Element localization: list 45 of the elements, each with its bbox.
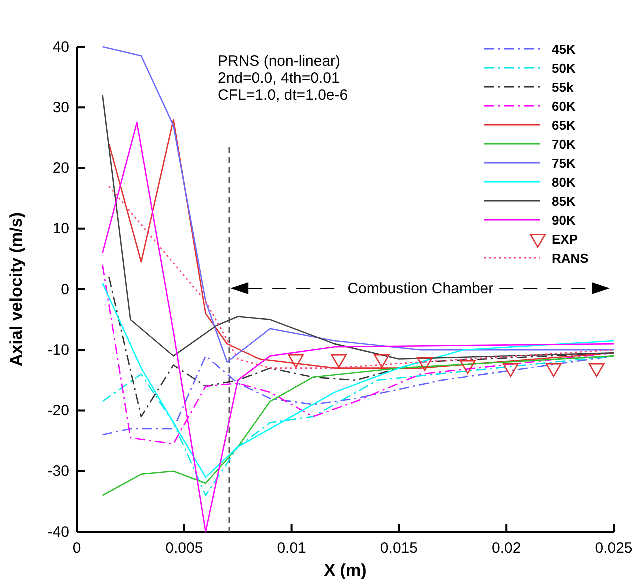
- line-series: [102, 122, 614, 533]
- y-tick-label: -10: [48, 342, 70, 359]
- legend-label: 55k: [552, 80, 574, 95]
- legend-label: 80K: [552, 175, 576, 190]
- line-series: [102, 282, 614, 478]
- point: [417, 357, 433, 372]
- y-tick-label: -40: [48, 524, 70, 541]
- legend-label: RANS: [552, 251, 590, 266]
- y-tick-label: 20: [52, 160, 70, 178]
- y-tick-label: 40: [52, 38, 70, 56]
- legend-label: 75K: [552, 156, 576, 171]
- legend-label: 60K: [552, 99, 576, 114]
- x-tick-label: 0.015: [380, 540, 418, 557]
- point: [503, 364, 519, 378]
- x-tick-label: 0.005: [166, 540, 204, 557]
- point: [460, 360, 476, 374]
- y-axis-title: Axial velocity (m/s): [7, 212, 26, 367]
- x-axis-title: X (m): [324, 561, 367, 580]
- legend-label: 85K: [552, 194, 576, 209]
- x-tick-label: 0.01: [277, 540, 306, 557]
- legend-label: 45K: [552, 42, 576, 57]
- legend-label: 90K: [552, 213, 576, 228]
- annotation: Combustion Chamber: [348, 280, 494, 298]
- point: [288, 354, 304, 368]
- point: [588, 364, 605, 378]
- annotation: CFL=1.0, dt=1.0e-6: [218, 87, 348, 104]
- y-tick-label: 10: [52, 220, 70, 238]
- annotation: 2nd=0.0, 4th=0.01: [218, 70, 340, 87]
- y-tick-label: 30: [52, 99, 70, 116]
- x-tick-label: 0.02: [492, 540, 522, 557]
- legend-label: 65K: [552, 118, 576, 133]
- line-series: [102, 356, 614, 496]
- line-series: [102, 46, 614, 363]
- legend-label: EXP: [552, 232, 578, 247]
- y-tick-label: -30: [48, 463, 70, 480]
- y-tick-label: 0: [61, 281, 70, 298]
- legend-label: 50K: [552, 61, 576, 76]
- annotation: PRNS (non-linear): [218, 53, 341, 70]
- x-tick-label: 0.025: [595, 540, 633, 557]
- legend-label: 70K: [552, 137, 576, 152]
- x-tick-label: 0: [72, 540, 82, 557]
- y-tick-label: -20: [48, 402, 70, 420]
- point: [331, 354, 347, 368]
- point: [374, 354, 390, 368]
- point: [546, 364, 562, 378]
